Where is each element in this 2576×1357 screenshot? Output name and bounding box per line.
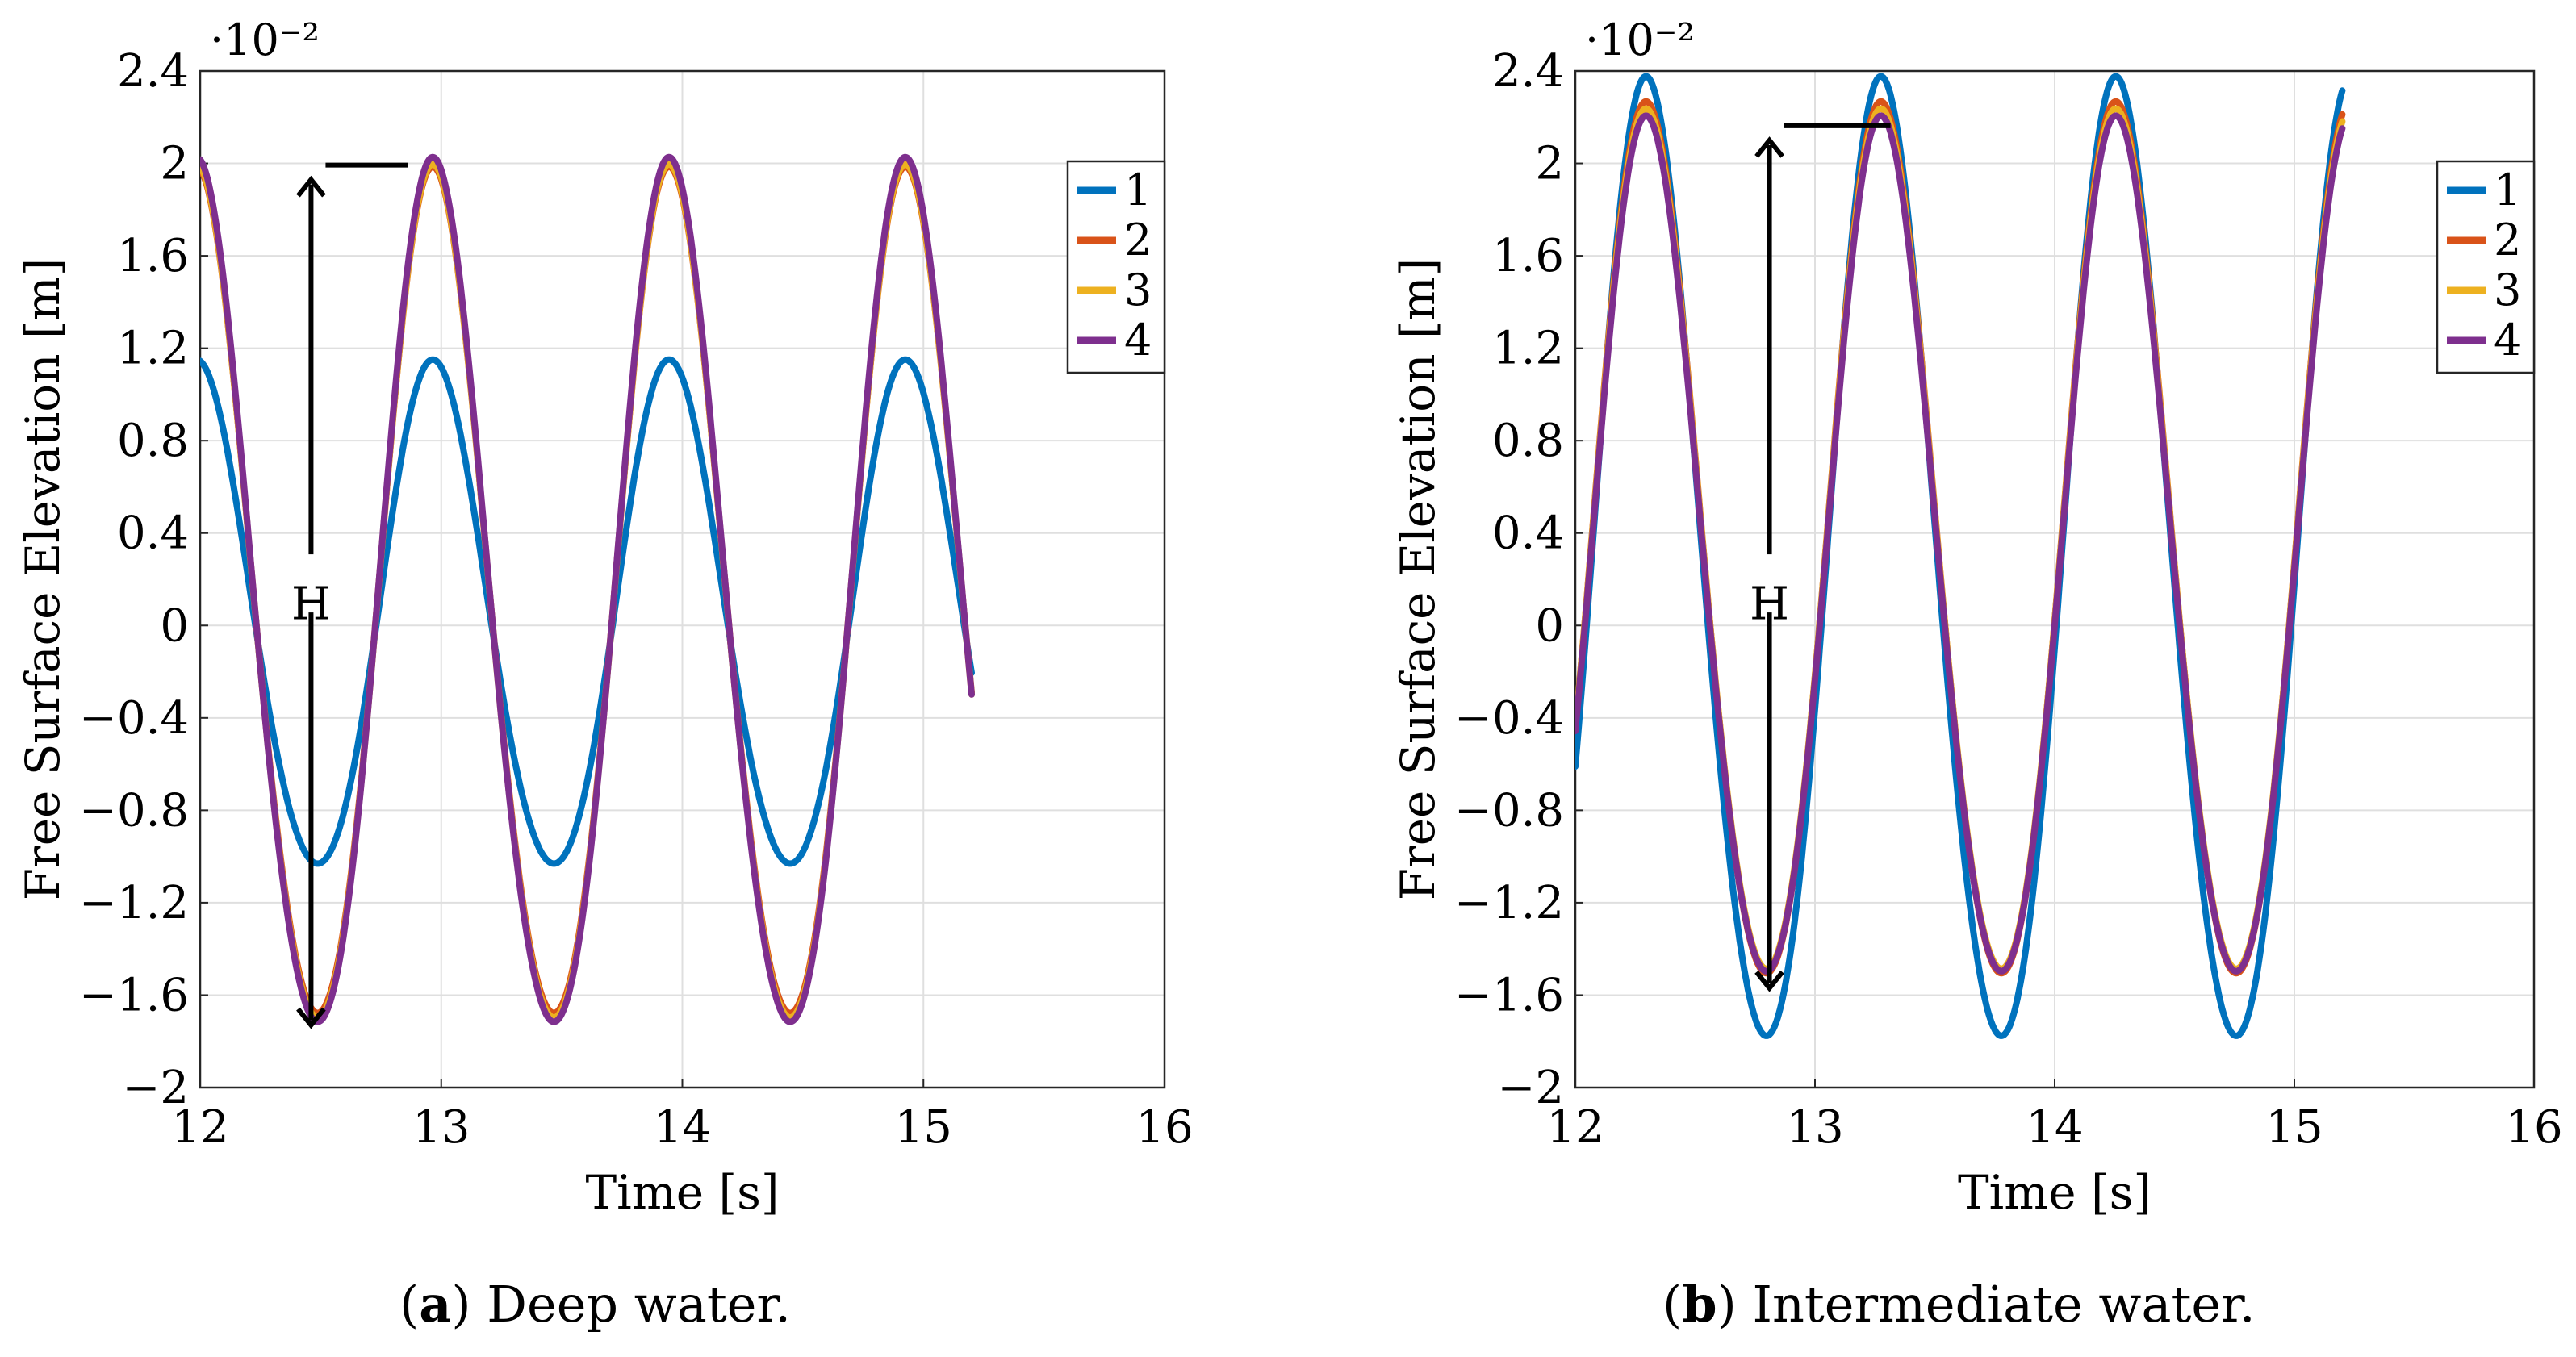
y-tick-label: 1.2 (1492, 323, 1564, 375)
x-tick-label: 16 (1135, 1101, 1193, 1154)
caption-a: (a) Deep water. (399, 1275, 791, 1334)
y-tick-label: 0 (1535, 599, 1564, 652)
x-tick-label: 12 (171, 1101, 228, 1154)
legend-label-4: 4 (2494, 315, 2521, 365)
series-group (1575, 73, 2346, 1039)
y-tick-label: 0.4 (1492, 507, 1564, 560)
y-tick-label: −2 (1497, 1062, 1564, 1114)
axes-box (199, 69, 1166, 1089)
caption-b: (b) Intermediate water. (1662, 1275, 2256, 1334)
y-tick-label: −1.2 (79, 877, 189, 929)
x-tick-label: 15 (2265, 1101, 2323, 1154)
y-exponent-label: ·10⁻² (210, 15, 320, 65)
height-label-bg (286, 554, 336, 613)
x-tick-label: 13 (412, 1101, 470, 1154)
y-tick-label: 2 (160, 138, 189, 190)
x-tick-label: 12 (1546, 1101, 1604, 1154)
y-tick-label: 1.6 (117, 230, 189, 282)
height-label: H (291, 578, 331, 630)
y-tick-label: 2 (1535, 138, 1564, 190)
y-tick-label: −1.6 (1454, 969, 1564, 1021)
x-tick-label: 16 (2505, 1101, 2562, 1154)
series-line-4 (200, 153, 975, 1025)
x-tick-label: 15 (895, 1101, 952, 1154)
y-tick-label: 2.4 (1492, 45, 1564, 98)
x-tick-label: 13 (1786, 1101, 1843, 1154)
y-tick-label: −1.6 (79, 969, 189, 1021)
x-axis-label: Time [s] (585, 1165, 779, 1220)
y-tick-label: −0.4 (79, 692, 189, 745)
legend-label-1: 1 (2494, 165, 2521, 215)
legend-label-3: 3 (1124, 265, 1152, 315)
caption-a-letter: a (419, 1275, 452, 1334)
caption-b-letter: b (1682, 1275, 1717, 1334)
series-group (200, 153, 975, 1025)
y-tick-label: 0.8 (117, 415, 189, 467)
legend-label-4: 4 (1124, 315, 1152, 365)
legend-label-2: 2 (2494, 215, 2521, 265)
y-tick-label: −0.8 (79, 784, 189, 837)
panel-b-intermediate-water: 12 13 14 15 16−2−1.6−1.2−0.8−0.400.40.81.21.… (1390, 15, 2563, 1220)
caption-b-text: Intermediate water. (1752, 1275, 2256, 1334)
legend-label-1: 1 (1124, 165, 1152, 215)
panel-a-deep-water: 12 13 14 15 16−2−1.6−1.2−0.8−0.400.40.81.21.… (15, 15, 1194, 1220)
height-arrow-head-top (1754, 136, 1784, 158)
y-tick-label: −0.8 (1454, 784, 1564, 837)
y-tick-label: 0.8 (1492, 415, 1564, 467)
height-arrow-head-bottom (1754, 970, 1784, 992)
legend-label-3: 3 (2494, 265, 2521, 315)
y-tick-label: 0.4 (117, 507, 189, 560)
height-arrow-head-top (296, 175, 326, 198)
height-label-bg (1745, 554, 1794, 613)
y-tick-label: −0.4 (1454, 692, 1564, 745)
y-axis-label: Free Surface Elevation [m] (1390, 258, 1445, 901)
height-label: H (1750, 578, 1789, 630)
height-arrow-head-bottom (296, 1007, 326, 1029)
legend-label-2: 2 (1124, 215, 1152, 265)
y-tick-label: 0 (160, 599, 189, 652)
axes-box (1574, 69, 2536, 1089)
x-axis-label: Time [s] (1958, 1165, 2152, 1220)
x-tick-label: 14 (654, 1101, 711, 1154)
y-tick-label: 1.2 (117, 323, 189, 375)
y-tick-label: −1.2 (1454, 877, 1564, 929)
y-axis-label: Free Surface Elevation [m] (15, 258, 70, 901)
caption-a-text: Deep water. (487, 1275, 791, 1334)
y-tick-label: 2.4 (117, 45, 189, 98)
y-tick-label: −2 (122, 1062, 189, 1114)
series-line-4 (1575, 112, 2346, 975)
x-tick-label: 14 (2026, 1101, 2083, 1154)
y-exponent-label: ·10⁻² (1585, 15, 1695, 65)
y-tick-label: 1.6 (1492, 230, 1564, 282)
